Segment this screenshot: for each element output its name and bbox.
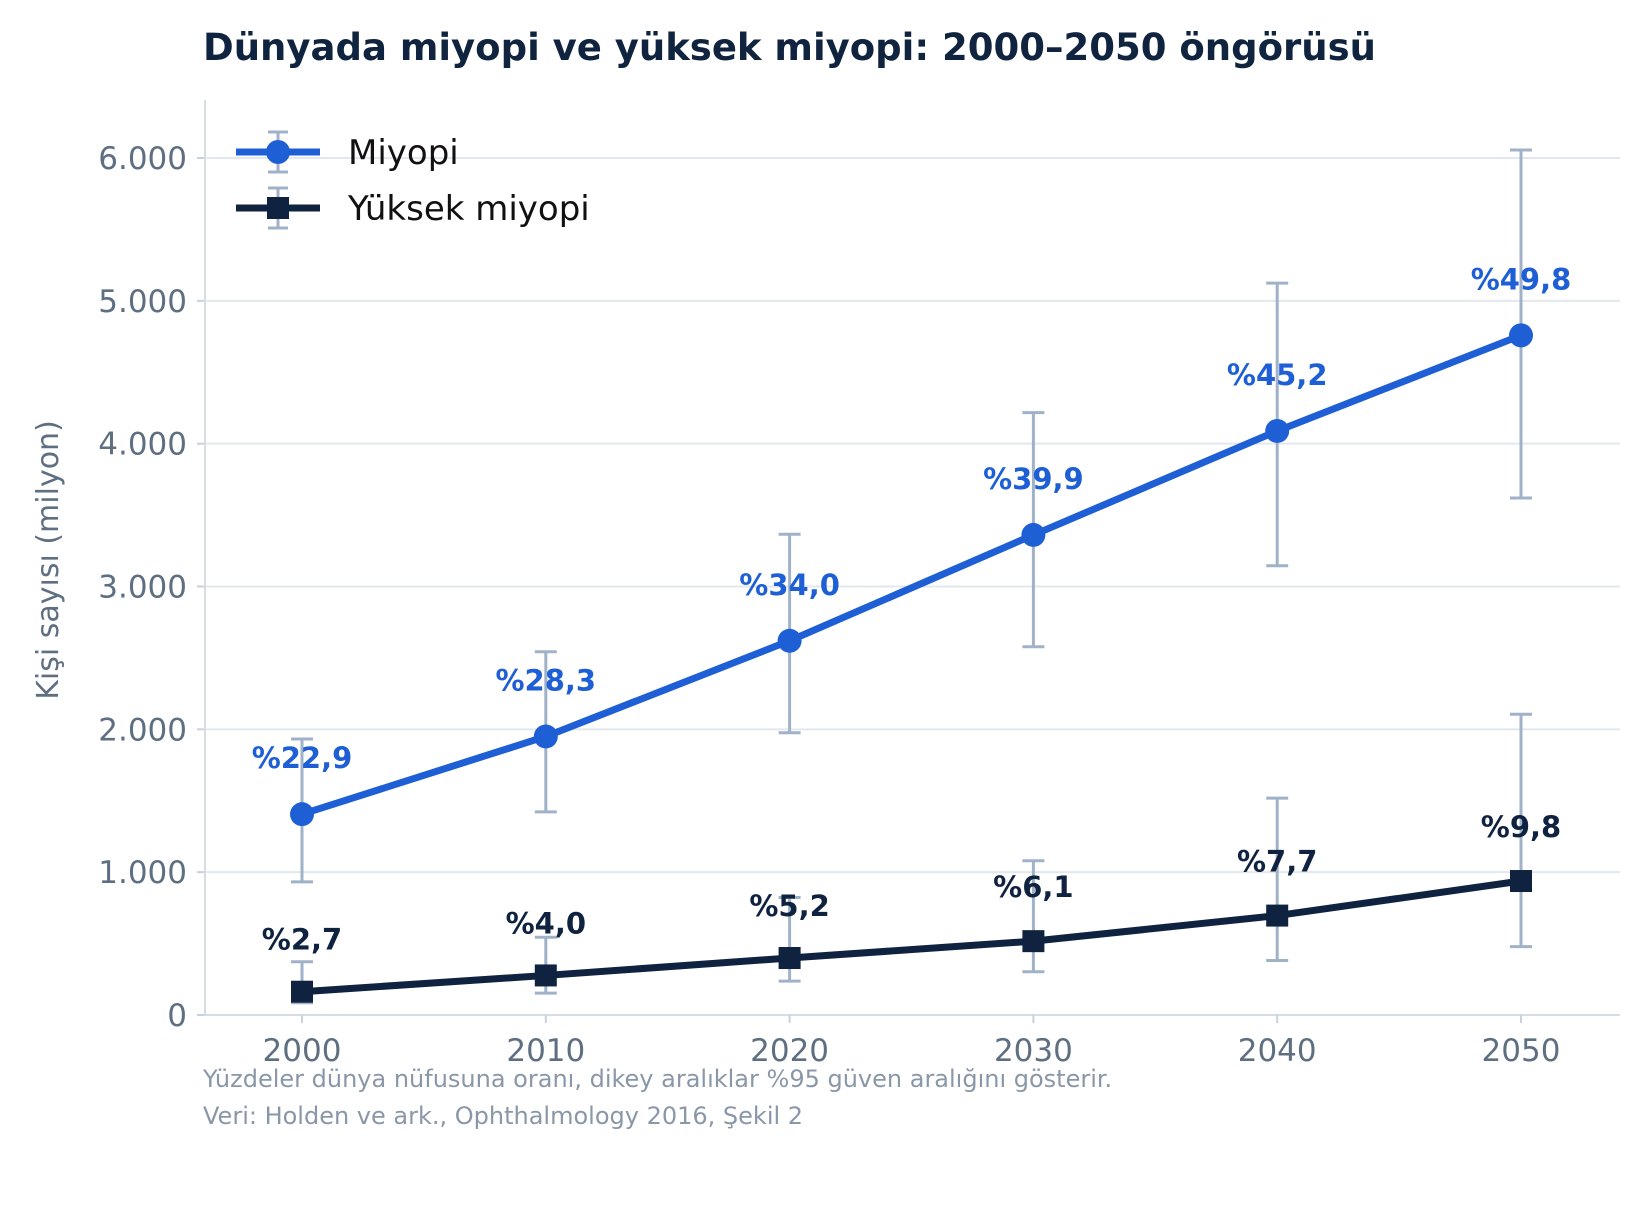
data-point-yuksek-miyopi <box>1266 904 1289 927</box>
x-tick-label: 2050 <box>1482 1033 1561 1069</box>
data-label: %28,3 <box>495 663 596 697</box>
errorbar-layer <box>291 148 1532 1005</box>
data-label: %4,0 <box>506 906 586 940</box>
data-point-miyopi <box>1021 522 1046 547</box>
y-tick-label: 0 <box>167 998 187 1034</box>
data-label: %2,7 <box>262 923 342 957</box>
series-line-yuksek-miyopi <box>298 877 1525 996</box>
data-point-miyopi <box>1265 418 1290 443</box>
y-axis-label: Kişi sayısı (milyon) <box>31 420 66 700</box>
error-bar <box>1022 859 1045 974</box>
error-bar <box>1510 712 1532 949</box>
legend-entry: Yüksek miyopi <box>236 186 590 230</box>
x-tick-label: 2010 <box>506 1033 585 1069</box>
data-label: %34,0 <box>739 568 840 602</box>
footnote-source: Veri: Holden ve ark., Ophthalmology 2016… <box>203 1102 803 1130</box>
data-label: %6,1 <box>993 870 1073 904</box>
y-tick-label: 5.000 <box>98 284 187 320</box>
data-point-yuksek-miyopi <box>1510 870 1532 893</box>
x-tick-label: 2020 <box>750 1033 829 1069</box>
data-label: %22,9 <box>252 741 353 775</box>
legend: Miyopi Yüksek miyopi <box>236 130 590 230</box>
grid-layer <box>205 157 1620 874</box>
data-point-yuksek-miyopi <box>1022 930 1045 953</box>
data-label: %39,9 <box>983 462 1084 496</box>
series-layer <box>290 323 1533 1003</box>
data-label: %7,7 <box>1237 845 1317 879</box>
chart-title: Dünyada miyopi ve yüksek miyopi: 2000–20… <box>203 26 1376 69</box>
data-point-miyopi <box>1509 323 1533 348</box>
data-point-miyopi <box>533 724 558 749</box>
x-tick-label: 2040 <box>1238 1033 1317 1069</box>
data-label: %49,8 <box>1471 262 1572 296</box>
data-label: %45,2 <box>1227 358 1328 392</box>
legend-marker-square <box>267 197 289 219</box>
x-tick-label: 2030 <box>994 1033 1073 1069</box>
data-label: %9,8 <box>1481 810 1561 844</box>
data-point-miyopi <box>290 802 314 827</box>
y-tick-label: 2.000 <box>98 712 187 748</box>
y-tick-label: 6.000 <box>98 141 187 177</box>
legend-marker-circle <box>266 140 290 164</box>
legend-label: Miyopi <box>348 133 459 173</box>
data-point-yuksek-miyopi <box>534 964 557 987</box>
data-point-yuksek-miyopi <box>778 947 801 970</box>
x-tick-label: 2000 <box>263 1033 342 1069</box>
data-point-yuksek-miyopi <box>291 980 313 1003</box>
data-label-layer: %22,9 %28,3 %34,0 %39,9 %45,2 %49,8 %2,7 %4,0 %5… <box>252 262 1572 956</box>
data-point-miyopi <box>777 628 802 653</box>
legend-entry: Miyopi <box>236 130 459 174</box>
series-line-miyopi <box>298 331 1525 818</box>
y-tick-label: 3.000 <box>98 570 187 606</box>
legend-label: Yüksek miyopi <box>347 189 590 229</box>
y-tick-label: 4.000 <box>98 427 187 463</box>
data-label: %5,2 <box>749 889 829 923</box>
footnote-ci: Yüzdeler dünya nüfusuna oranı, dikey ara… <box>202 1065 1112 1093</box>
y-tick-label: 1.000 <box>98 855 187 891</box>
axes-layer: 0 1.000 2.000 3.000 4.000 5.000 6.000 2000 2010 2… <box>98 100 1620 1069</box>
error-bar <box>1266 796 1289 962</box>
